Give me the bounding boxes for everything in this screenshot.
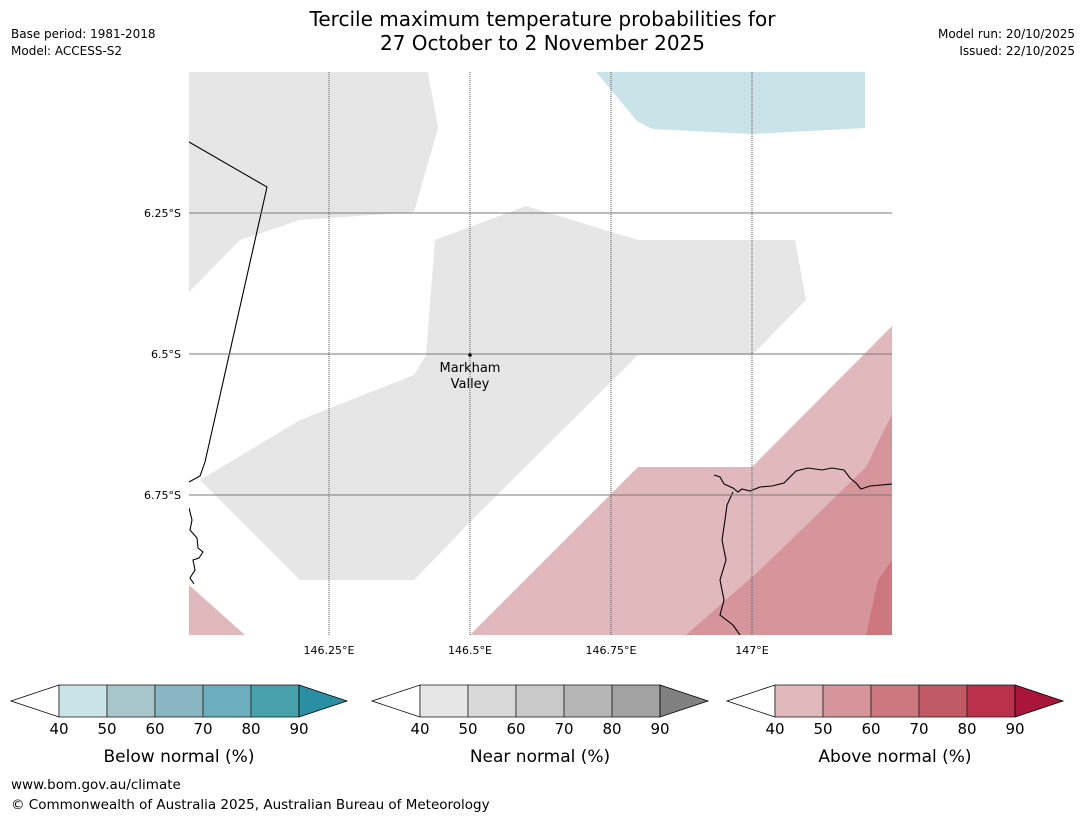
legend-below-normal-tick-40: 40 [49, 720, 68, 738]
title-line-1: Tercile maximum temperature probabilitie… [309, 7, 776, 31]
model-name: Model: ACCESS-S2 [11, 44, 123, 58]
legend-above-normal: 40 50 60 70 80 90 Above normal (%) [725, 684, 1065, 767]
place-marker [468, 353, 472, 357]
legend-below-normal-max-arrow [298, 684, 349, 718]
legend-above-normal-tick-60: 60 [861, 720, 880, 738]
legend-near-normal-tick-50: 50 [458, 720, 477, 738]
lon-label-4: 147°E [735, 644, 768, 657]
legend-below-normal-swatch-40 [58, 684, 108, 718]
legend-above-normal-swatch-50 [822, 684, 872, 718]
legend-near-normal-tick-70: 70 [554, 720, 573, 738]
legend-below-normal-tick-80: 80 [241, 720, 260, 738]
lat-label-1: 6.25°S [144, 207, 181, 220]
legend-near-normal-swatch-40 [419, 684, 469, 718]
map-gridlines [189, 72, 892, 635]
model-run: Model run: 20/10/2025 [937, 27, 1075, 41]
legend-below-normal-label: Below normal (%) [104, 747, 255, 767]
lon-label-2: 146.5°E [448, 644, 492, 657]
lon-label-1: 146.25°E [304, 644, 355, 657]
lat-label-2: 6.5°S [151, 348, 181, 361]
footer: www.bom.gov.au/climate © Commonwealth of… [11, 775, 490, 815]
legend-above-normal-tick-80: 80 [957, 720, 976, 738]
legend-below-normal: 40 50 60 70 80 90 Below normal (%) [9, 684, 349, 767]
place-name-line-1: Markham [440, 361, 501, 376]
coastline-west [189, 141, 268, 483]
legend-below-normal-swatch-70 [202, 684, 252, 718]
near-normal-region-central [200, 206, 806, 580]
legend-below-normal-swatch-60 [154, 684, 204, 718]
place-name-line-2: Valley [451, 377, 490, 392]
lon-label-3: 146.75°E [586, 644, 637, 657]
legend-above-normal-tick-50: 50 [813, 720, 832, 738]
legend-near-normal-min-arrow [370, 684, 421, 718]
above-normal-region-sw [189, 585, 245, 635]
coastline-gulf [713, 467, 892, 493]
near-normal-region-nw [189, 72, 438, 292]
legend-near-normal-tick-80: 80 [602, 720, 621, 738]
legend-above-normal-swatch-70 [918, 684, 968, 718]
legend-below-normal-tick-70: 70 [193, 720, 212, 738]
meta-left: Base period: 1981-2018 Model: ACCESS-S2 [11, 26, 156, 60]
legend-near-normal-swatch-50 [467, 684, 517, 718]
legend-below-normal-tick-50: 50 [97, 720, 116, 738]
legend-above-normal-swatch-40 [774, 684, 824, 718]
legend-below-normal-tick-90: 90 [289, 720, 308, 738]
legend-above-normal-tick-40: 40 [765, 720, 784, 738]
meta-right: Model run: 20/10/2025 Issued: 22/10/2025 [938, 26, 1075, 60]
legend-near-normal-tick-90: 90 [650, 720, 669, 738]
legend-above-normal-label: Above normal (%) [818, 747, 971, 767]
legend-below-normal-swatch-50 [106, 684, 156, 718]
legend-below-normal-min-arrow [9, 684, 60, 718]
coastline-southwest [189, 507, 204, 585]
legend-below-normal-swatch-80 [250, 684, 300, 718]
legend-near-normal-label: Near normal (%) [470, 747, 610, 767]
title-line-2: 27 October to 2 November 2025 [379, 31, 706, 55]
above-normal-50-region [686, 414, 892, 635]
footer-url[interactable]: www.bom.gov.au/climate [11, 777, 181, 793]
legend-above-normal-min-arrow [725, 684, 776, 718]
coastline-river [719, 491, 741, 635]
below-normal-region [596, 72, 865, 134]
legend-above-normal-tick-70: 70 [909, 720, 928, 738]
legend-near-normal-swatch-60 [515, 684, 565, 718]
legend-near-normal-tick-40: 40 [410, 720, 429, 738]
base-period: Base period: 1981-2018 [11, 27, 156, 41]
legend-above-normal-swatch-80 [966, 684, 1016, 718]
lat-label-3: 6.75°S [144, 489, 181, 502]
legend-above-normal-tick-90: 90 [1005, 720, 1024, 738]
chart-title: Tercile maximum temperature probabilitie… [0, 7, 1085, 55]
legend-above-normal-max-arrow [1014, 684, 1065, 718]
legend-below-normal-tick-60: 60 [145, 720, 164, 738]
legend-near-normal-max-arrow [659, 684, 710, 718]
above-normal-60-region [866, 560, 892, 635]
legend-near-normal-swatch-80 [611, 684, 661, 718]
legend-near-normal-swatch-70 [563, 684, 613, 718]
footer-copyright: © Commonwealth of Australia 2025, Austra… [11, 797, 490, 813]
legend-near-normal: 40 50 60 70 80 90 Near normal (%) [370, 684, 710, 767]
legend-near-normal-tick-60: 60 [506, 720, 525, 738]
issued-date: Issued: 22/10/2025 [959, 44, 1075, 58]
legend-above-normal-swatch-60 [870, 684, 920, 718]
